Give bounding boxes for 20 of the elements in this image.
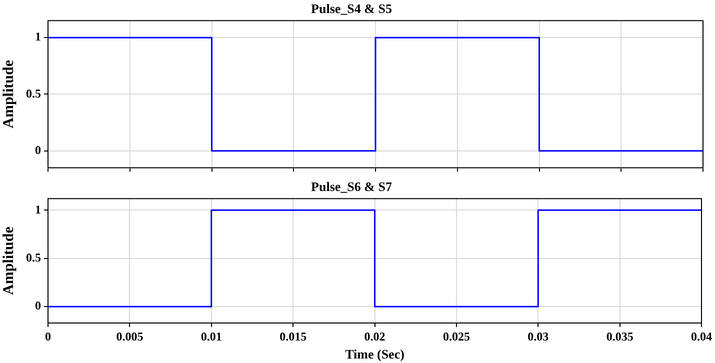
x-axis-title: Time (Sec) xyxy=(345,346,404,362)
x-tick-label: 0.015 xyxy=(280,329,307,344)
y-tick-label: 1 xyxy=(35,30,41,44)
x-tick-label: 0.04 xyxy=(691,329,712,344)
y-tick-label: 0 xyxy=(35,142,41,157)
x-tick-label: 0.03 xyxy=(528,329,549,344)
y-tick-label: 1 xyxy=(35,202,41,216)
x-tick-label: 0.02 xyxy=(364,329,386,344)
x-tick-label: 0.035 xyxy=(606,329,634,344)
x-tick-label: 0.005 xyxy=(116,329,144,344)
x-tick-label: 0.01 xyxy=(200,329,222,344)
y-axis-title: Amplitude xyxy=(0,226,17,295)
x-tick-label: 0.025 xyxy=(442,329,470,344)
x-tick-label: 0 xyxy=(45,329,51,344)
y-tick-label: 0.5 xyxy=(26,250,41,264)
chart-title: Pulse_S6 & S7 xyxy=(311,179,392,194)
y-axis-title: Amplitude xyxy=(0,60,17,128)
y-tick-label: 0 xyxy=(35,298,41,313)
y-tick-label: 0.5 xyxy=(26,86,41,100)
chart-title: Pulse_S4 & S5 xyxy=(311,1,392,16)
